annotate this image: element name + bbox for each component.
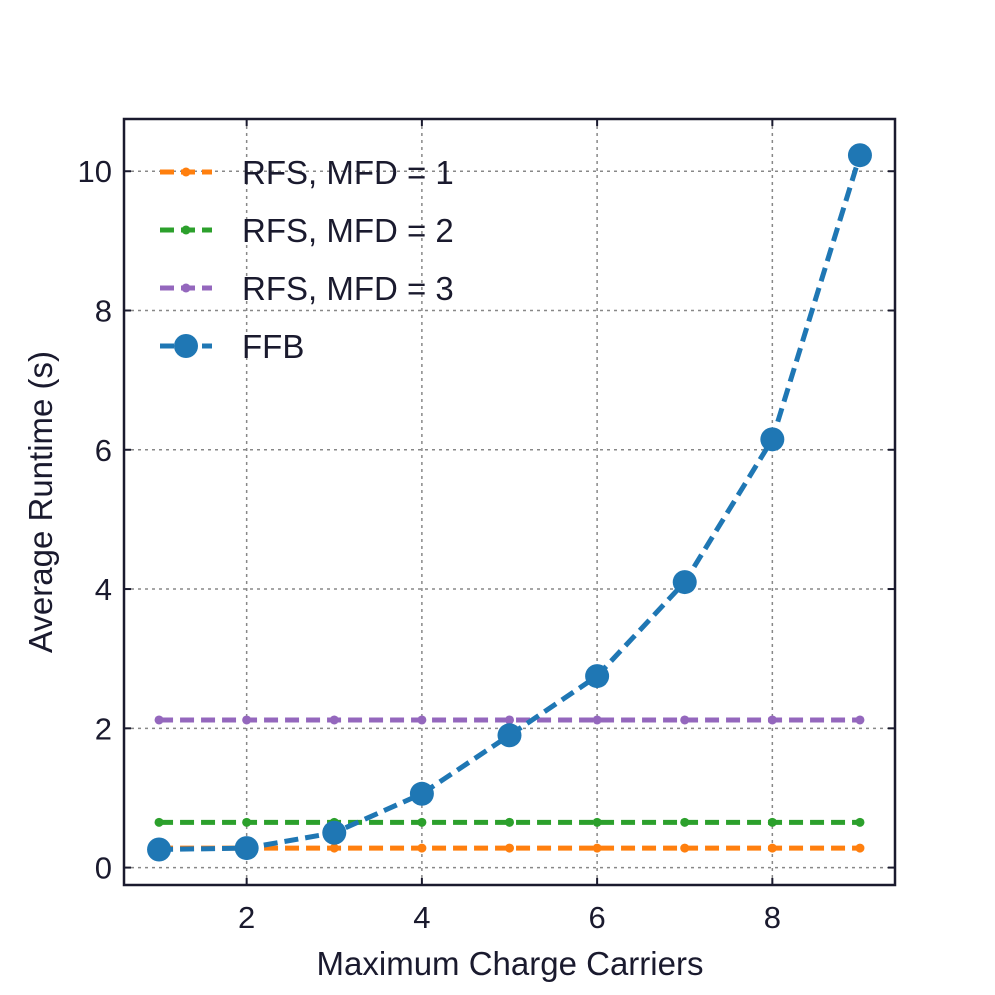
series-rfs-mfd-3 (154, 715, 865, 725)
data-point (329, 715, 339, 725)
legend-entry: RFS, MFD = 3 (160, 270, 454, 307)
data-point (592, 843, 602, 853)
legend-marker (181, 283, 191, 293)
series-rfs-mfd-1 (154, 843, 865, 853)
legend: RFS, MFD = 1 RFS, MFD = 2 RFS, MFD = 3 FFB (160, 154, 454, 365)
data-point (680, 843, 690, 853)
x-axis-label: Maximum Charge Carriers (317, 945, 704, 982)
data-point (329, 843, 339, 853)
legend-entry: RFS, MFD = 1 (160, 154, 454, 191)
data-point (855, 715, 865, 725)
axes-frame (122, 117, 897, 887)
legend-label: RFS, MFD = 2 (242, 212, 454, 249)
data-point (417, 843, 427, 853)
plot-border (122, 117, 897, 887)
data-point (767, 715, 777, 725)
y-tick-label: 10 (78, 154, 112, 189)
data-point (417, 715, 427, 725)
y-tick-label: 2 (95, 711, 112, 746)
axis-ticks: 2 4 6 8 0 2 4 6 8 10 (78, 119, 895, 935)
y-tick-label: 8 (95, 294, 112, 329)
legend-entry: RFS, MFD = 2 (160, 212, 454, 249)
series-layer (147, 143, 872, 862)
data-point (242, 817, 252, 827)
data-point (680, 715, 690, 725)
data-point (767, 843, 777, 853)
x-tick-label: 2 (238, 900, 255, 935)
data-point (760, 427, 785, 452)
y-tick-label: 0 (95, 851, 112, 886)
legend-label: RFS, MFD = 1 (242, 154, 454, 191)
data-point (855, 817, 865, 827)
series-line (159, 154, 863, 852)
y-tick-label: 6 (95, 433, 112, 468)
data-point (592, 817, 602, 827)
data-point (497, 723, 522, 748)
data-point (409, 781, 434, 806)
data-point (767, 817, 777, 827)
x-tick-label: 8 (764, 900, 781, 935)
x-tick-label: 4 (413, 900, 430, 935)
legend-marker (181, 225, 191, 235)
data-point (505, 715, 514, 725)
data-point (672, 570, 697, 595)
y-tick-label: 4 (95, 572, 112, 607)
legend-entry: FFB (160, 328, 304, 365)
data-point (505, 817, 514, 827)
data-point (147, 837, 172, 862)
data-point (855, 843, 865, 853)
series-ffb (147, 143, 872, 862)
data-point (680, 817, 690, 827)
legend-label: RFS, MFD = 3 (242, 270, 454, 307)
data-point (322, 820, 347, 845)
legend-label: FFB (242, 328, 304, 365)
y-axis-label: Average Runtime (s) (22, 351, 59, 653)
data-point (234, 836, 259, 861)
data-point (592, 715, 602, 725)
legend-marker (174, 334, 198, 358)
data-point (154, 817, 164, 827)
data-point (505, 843, 514, 853)
x-tick-label: 6 (588, 900, 605, 935)
grid-lines (124, 119, 895, 885)
data-point (585, 664, 610, 689)
legend-marker (181, 167, 191, 177)
data-point (242, 715, 252, 725)
data-point (847, 143, 872, 168)
data-point (154, 715, 164, 725)
data-point (417, 817, 427, 827)
series-rfs-mfd-2 (154, 817, 865, 827)
